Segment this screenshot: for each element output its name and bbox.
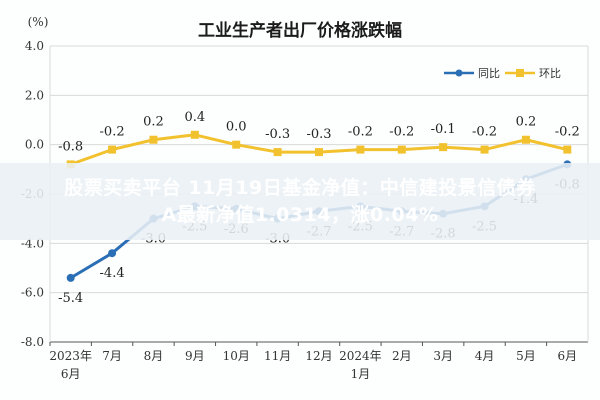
- y-tick-label: 4.0: [25, 39, 44, 53]
- x-tick-label: 7月: [102, 349, 122, 363]
- news-overlay-banner[interactable]: 股票买卖平台 11月19日基金净值：中信建投景信债券 A最新净值1.0314，涨…: [0, 163, 600, 240]
- x-tick-label: 6月: [61, 367, 81, 381]
- x-tick-label: 12月: [305, 349, 332, 363]
- point-mom: [356, 145, 365, 154]
- grid-lines: [49, 45, 589, 346]
- x-tick-label: 3月: [433, 349, 453, 363]
- data-label-mom: -0.2: [555, 125, 580, 140]
- y-tick-label: 0.0: [25, 138, 44, 152]
- data-label-mom: -0.2: [348, 125, 373, 140]
- chart-title: 工业生产者出厂价格涨跌幅: [198, 20, 402, 41]
- x-tick-label: 2024年: [339, 349, 382, 363]
- data-label-mom: -0.2: [389, 125, 414, 140]
- x-tick-label: 1月: [351, 367, 371, 381]
- y-tick-label: 2.0: [25, 88, 44, 102]
- data-label-mom: 0.2: [143, 115, 164, 130]
- point-mom: [521, 135, 530, 144]
- point-mom: [190, 130, 199, 139]
- point-mom: [397, 145, 406, 154]
- data-label-yoy: -4.4: [100, 266, 125, 281]
- point-mom: [232, 140, 241, 149]
- point-yoy: [108, 249, 117, 258]
- y-tick-label: -8.0: [21, 335, 44, 349]
- x-tick-label: 6月: [557, 349, 577, 363]
- data-label-mom: -0.3: [306, 127, 331, 142]
- data-label-mom: 0.2: [516, 115, 537, 130]
- x-tick-label: 11月: [264, 349, 291, 363]
- data-label-mom: 0.4: [185, 110, 206, 125]
- overlay-line-1: 股票买卖平台 11月19日基金净值：中信建投景信债券: [64, 176, 536, 199]
- legend: 同比 环比: [444, 67, 561, 80]
- point-mom: [149, 135, 158, 144]
- x-tick-label: 10月: [223, 349, 250, 363]
- x-tick-label: 4月: [475, 349, 495, 363]
- x-tick-label: 2023年: [49, 349, 92, 363]
- point-mom: [563, 145, 572, 154]
- y-unit-label: (%): [28, 15, 49, 29]
- data-label-yoy: -5.4: [58, 291, 83, 306]
- data-label-mom: -0.2: [472, 125, 497, 140]
- x-tick-label: 8月: [144, 349, 164, 363]
- data-label-mom: -0.3: [265, 127, 290, 142]
- x-tick-label: 9月: [185, 349, 205, 363]
- x-tick-label: 5月: [516, 349, 536, 363]
- point-yoy: [66, 273, 75, 282]
- point-mom: [480, 145, 489, 154]
- data-label-mom: 0.0: [226, 120, 247, 135]
- legend-marker-mom-dot: [516, 69, 524, 77]
- data-label-mom: -0.1: [431, 122, 456, 137]
- data-label-mom: -0.8: [58, 139, 83, 154]
- x-tick-labels: 2023年 6月 7月 8月 9月 10月 11月 12月 2024年 1月 2月 3月 4月 5月 6月: [49, 349, 577, 381]
- point-mom: [439, 143, 448, 152]
- overlay-line-2: A最新净值1.0314，涨0.04%: [161, 203, 439, 226]
- point-mom: [273, 148, 282, 157]
- x-tick-label: 2月: [392, 349, 412, 363]
- legend-marker-yoy-dot: [455, 69, 463, 77]
- data-label-mom: -0.2: [100, 125, 125, 140]
- legend-label-mom: 环比: [539, 67, 561, 80]
- y-tick-label: -6.0: [21, 286, 44, 300]
- point-mom: [315, 148, 323, 157]
- point-mom: [108, 145, 117, 154]
- legend-label-yoy: 同比: [478, 67, 500, 80]
